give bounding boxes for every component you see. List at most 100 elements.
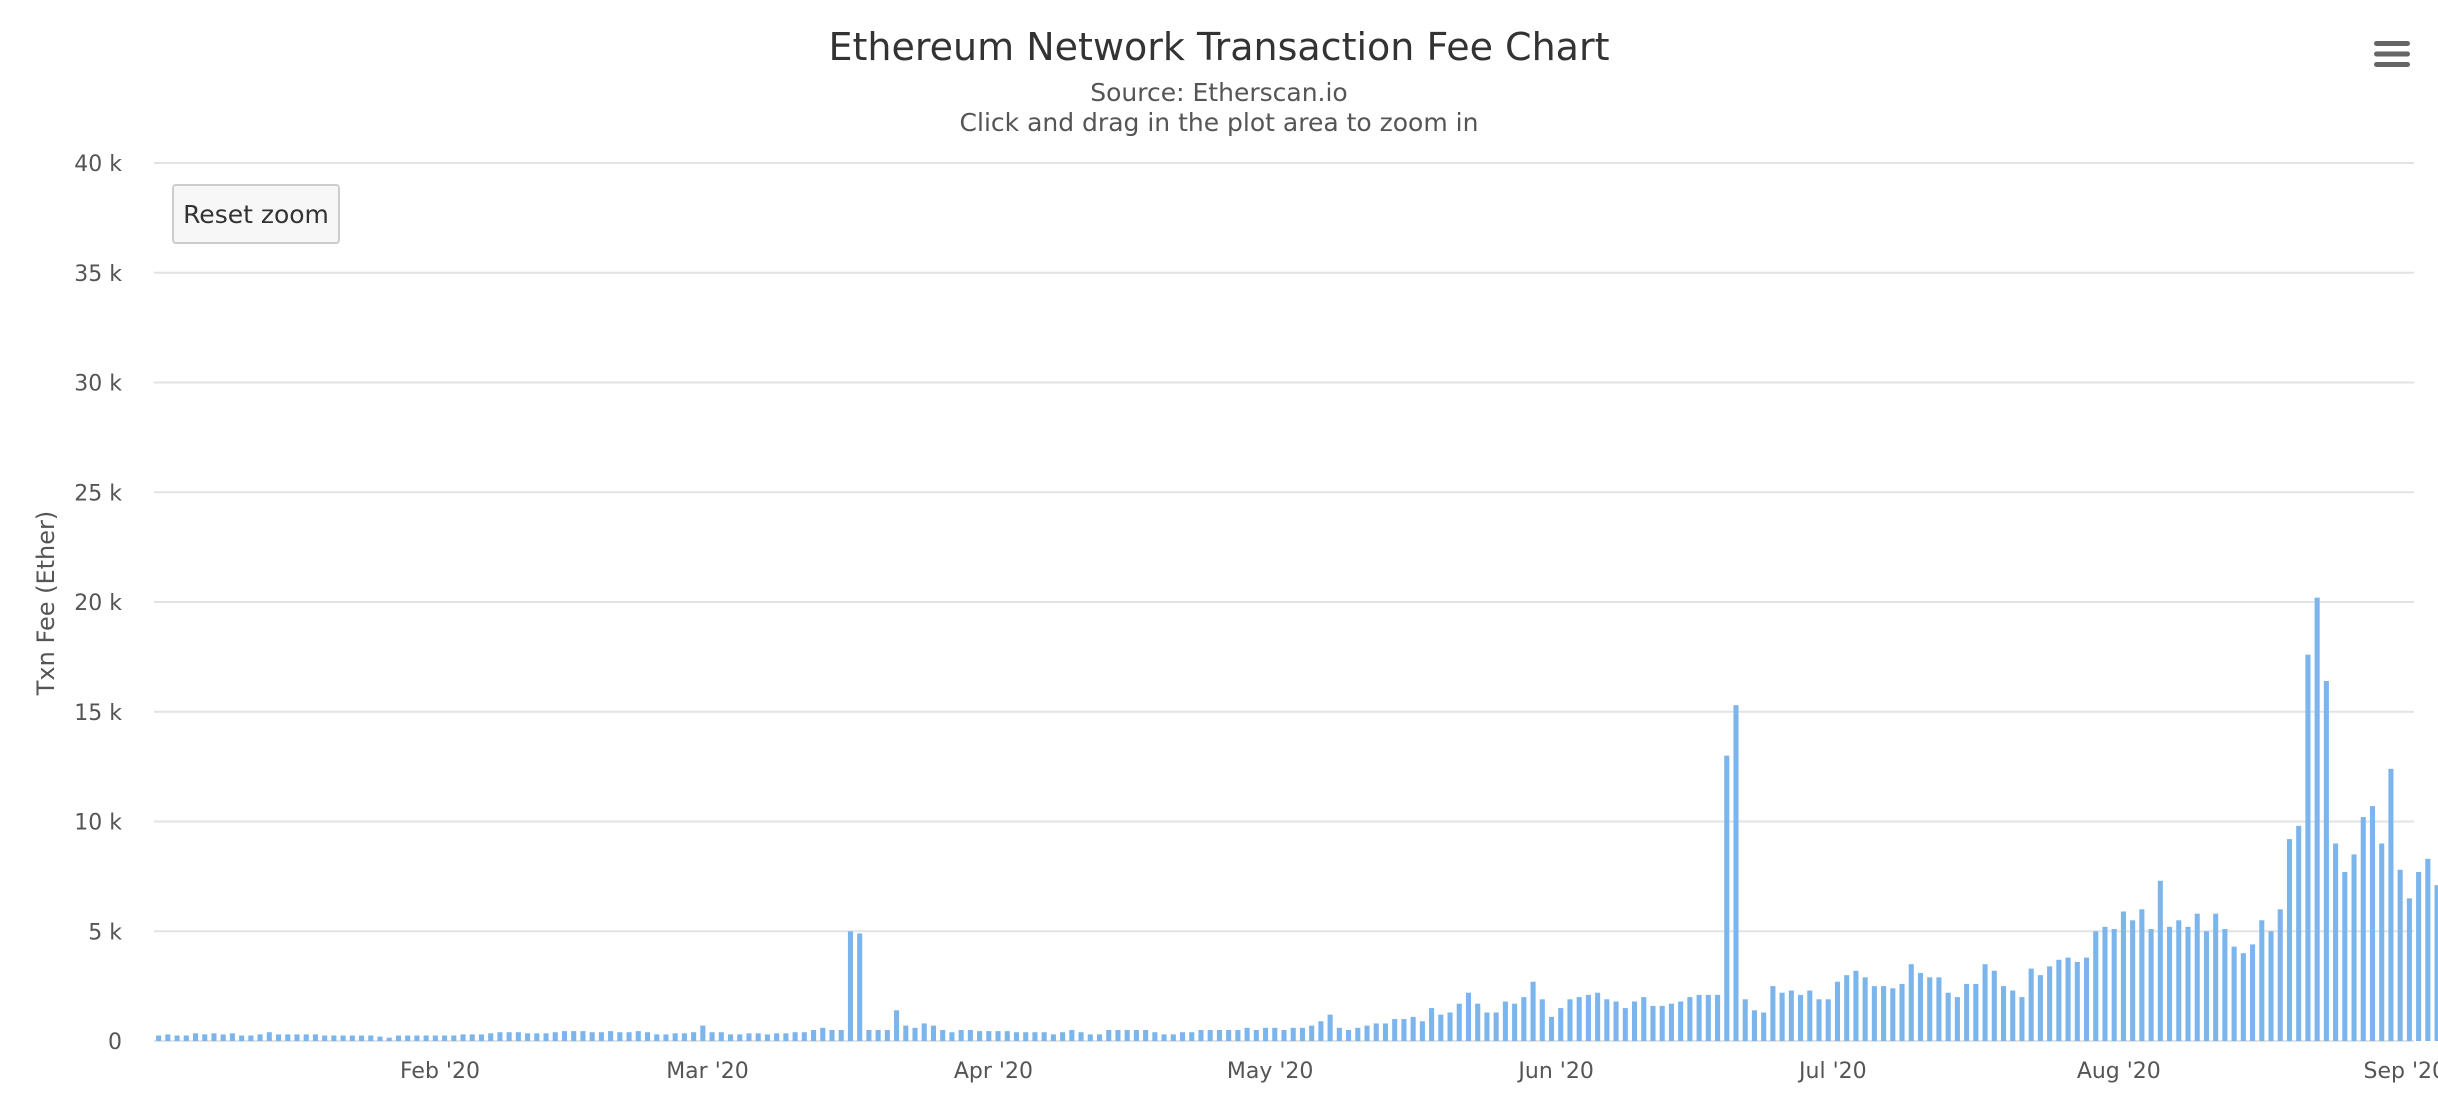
bar[interactable] xyxy=(1927,977,1933,1041)
bar[interactable] xyxy=(451,1035,457,1041)
bar[interactable] xyxy=(2176,920,2182,1041)
bar[interactable] xyxy=(497,1032,503,1041)
bar[interactable] xyxy=(617,1032,623,1041)
bar[interactable] xyxy=(561,1031,568,1041)
bar[interactable] xyxy=(2093,931,2099,1041)
bar[interactable] xyxy=(1798,994,1804,1041)
bar[interactable] xyxy=(571,1031,577,1041)
bar[interactable] xyxy=(2397,869,2403,1041)
bar[interactable] xyxy=(626,1032,632,1041)
bar[interactable] xyxy=(1751,1010,1757,1041)
bar[interactable] xyxy=(1512,1003,1518,1041)
bar[interactable] xyxy=(1373,1023,1379,1041)
bar[interactable] xyxy=(1576,997,1582,1041)
bar[interactable] xyxy=(718,1032,724,1041)
bar[interactable] xyxy=(202,1034,208,1041)
bar[interactable] xyxy=(1502,1001,1508,1041)
bar[interactable] xyxy=(1991,970,1997,1041)
bar[interactable] xyxy=(1687,997,1693,1041)
bar[interactable] xyxy=(1336,1027,1342,1041)
bar[interactable] xyxy=(1788,990,1794,1041)
bar[interactable] xyxy=(506,1032,512,1041)
bar[interactable] xyxy=(1198,1030,1204,1041)
bar[interactable] xyxy=(2102,926,2108,1041)
bar[interactable] xyxy=(755,1033,761,1041)
bar[interactable] xyxy=(275,1034,282,1041)
bar[interactable] xyxy=(930,1025,937,1041)
bar[interactable] xyxy=(1161,1034,1167,1041)
bar[interactable] xyxy=(1115,1030,1121,1041)
bar[interactable] xyxy=(2139,909,2145,1041)
bar[interactable] xyxy=(2369,806,2376,1041)
bar[interactable] xyxy=(2342,871,2348,1041)
bar[interactable] xyxy=(220,1034,226,1041)
bar[interactable] xyxy=(442,1035,448,1041)
bar[interactable] xyxy=(2425,858,2431,1041)
bar[interactable] xyxy=(2416,871,2422,1041)
bar[interactable] xyxy=(1696,994,1702,1041)
bar-series[interactable] xyxy=(156,209,2438,1041)
bar[interactable] xyxy=(294,1034,300,1041)
bar[interactable] xyxy=(488,1033,494,1041)
bar[interactable] xyxy=(866,1030,872,1041)
bar[interactable] xyxy=(1170,1034,1176,1041)
bar[interactable] xyxy=(340,1035,346,1041)
bar[interactable] xyxy=(857,933,863,1041)
bar[interactable] xyxy=(1226,1030,1232,1041)
bar[interactable] xyxy=(156,1035,162,1041)
bar[interactable] xyxy=(691,1032,697,1041)
bar[interactable] xyxy=(2120,911,2126,1041)
bar[interactable] xyxy=(1853,970,1859,1041)
bar[interactable] xyxy=(1216,1030,1222,1041)
bar[interactable] xyxy=(2185,926,2191,1041)
bar[interactable] xyxy=(1668,1003,1674,1041)
bar[interactable] xyxy=(1484,1012,1490,1041)
bar[interactable] xyxy=(1715,994,1721,1041)
bar[interactable] xyxy=(1235,1030,1241,1041)
bar[interactable] xyxy=(737,1034,743,1041)
bar[interactable] xyxy=(1013,1032,1020,1041)
bar[interactable] xyxy=(1087,1034,1093,1041)
bar[interactable] xyxy=(774,1033,780,1041)
bar[interactable] xyxy=(1917,972,1924,1041)
bar[interactable] xyxy=(1890,988,1896,1041)
bar[interactable] xyxy=(700,1025,706,1041)
bar[interactable] xyxy=(1392,1019,1398,1041)
bar[interactable] xyxy=(1263,1027,1269,1041)
bar[interactable] xyxy=(995,1031,1001,1041)
bar[interactable] xyxy=(1069,1030,1075,1041)
bar[interactable] xyxy=(534,1033,540,1041)
bar[interactable] xyxy=(1604,999,1610,1041)
bar[interactable] xyxy=(257,1034,263,1041)
bar[interactable] xyxy=(1327,1014,1333,1041)
bar[interactable] xyxy=(1770,986,1776,1041)
bar[interactable] xyxy=(829,1030,835,1041)
bar[interactable] xyxy=(2010,990,2016,1041)
bar[interactable] xyxy=(1078,1032,1084,1041)
bar[interactable] xyxy=(1253,1030,1259,1041)
bar[interactable] xyxy=(1143,1030,1149,1041)
bar[interactable] xyxy=(423,1035,429,1041)
bar[interactable] xyxy=(359,1035,365,1041)
bar[interactable] xyxy=(2305,654,2311,1041)
bar[interactable] xyxy=(322,1035,328,1041)
bar[interactable] xyxy=(1382,1023,1389,1041)
bar[interactable] xyxy=(2379,843,2385,1041)
bar[interactable] xyxy=(248,1035,254,1041)
bar[interactable] xyxy=(2434,885,2438,1041)
bar[interactable] xyxy=(1761,1012,1767,1041)
bar[interactable] xyxy=(2083,957,2090,1041)
bar[interactable] xyxy=(395,1035,401,1041)
bar[interactable] xyxy=(1493,1012,1499,1041)
bar[interactable] xyxy=(303,1034,309,1041)
bar[interactable] xyxy=(1429,1008,1435,1041)
bar[interactable] xyxy=(1189,1032,1195,1041)
bar[interactable] xyxy=(285,1034,291,1041)
bar[interactable] xyxy=(1595,992,1601,1041)
bar[interactable] xyxy=(663,1034,669,1041)
bar[interactable] xyxy=(1299,1027,1305,1041)
bar[interactable] xyxy=(2277,909,2283,1041)
bar[interactable] xyxy=(1456,1003,1462,1041)
bar[interactable] xyxy=(405,1035,411,1041)
